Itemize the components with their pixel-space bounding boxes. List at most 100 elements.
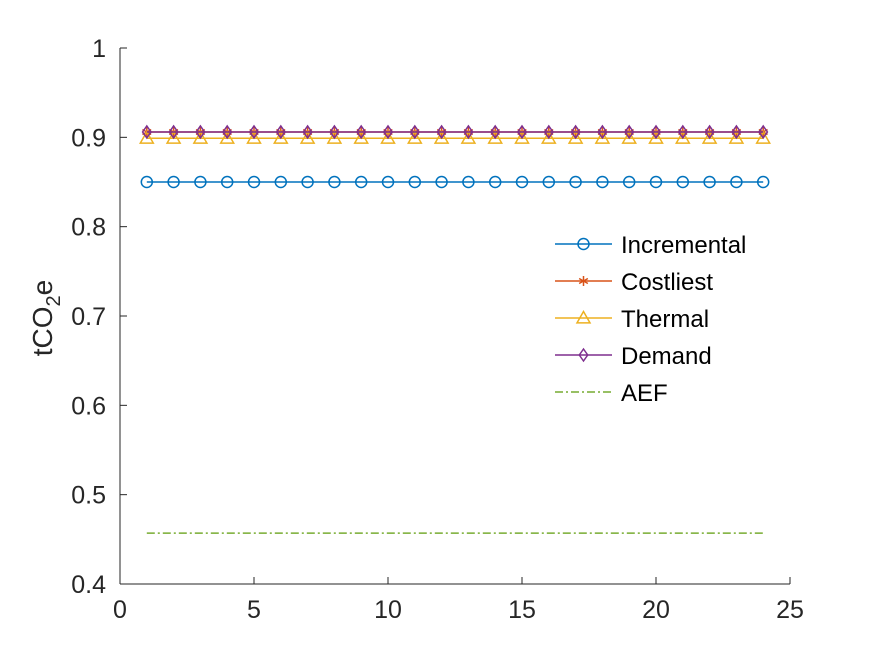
data-point-incremental — [435, 175, 448, 189]
data-point-thermal — [326, 130, 343, 144]
legend-marker-demand — [578, 347, 589, 363]
data-point-incremental — [649, 175, 663, 189]
data-point-demand — [141, 124, 152, 140]
data-point-thermal — [621, 130, 637, 144]
legend-label-demand: Demand — [621, 343, 712, 370]
data-point-demand — [222, 124, 233, 140]
data-point-thermal — [273, 130, 289, 144]
data-point-thermal — [246, 130, 262, 144]
legend-label-aef: AEF — [621, 380, 668, 407]
data-point-demand — [195, 124, 206, 140]
y-axis-label-subscript: 2 — [43, 295, 65, 306]
x-tick-label: 0 — [113, 596, 127, 624]
axes: 0 5 10 15 20 25 0.4 0.5 0.6 0.7 0.8 0.9 1 — [71, 35, 804, 624]
plot-series — [139, 124, 771, 534]
data-point-demand — [168, 124, 179, 140]
data-point-demand — [382, 124, 394, 140]
data-point-demand — [463, 124, 474, 140]
data-point-demand — [704, 124, 715, 140]
data-point-thermal — [567, 130, 584, 144]
data-point-incremental — [542, 175, 556, 189]
y-tick-label: 0.8 — [71, 214, 106, 242]
data-point-incremental — [194, 175, 207, 189]
y-tick-label: 1 — [92, 35, 106, 63]
x-tick-label: 25 — [776, 596, 804, 624]
y-axis-label: tCO2e — [27, 280, 65, 356]
legend-item-costliest: Costliest — [555, 269, 713, 296]
series-thermal — [139, 130, 771, 144]
y-axis-label-main: tCO — [27, 306, 58, 356]
legend-marker-thermal — [575, 309, 592, 324]
data-point-incremental — [381, 175, 395, 189]
series-demand — [141, 124, 769, 140]
data-point-thermal — [487, 130, 503, 144]
y-tick-label: 0.6 — [71, 392, 106, 420]
legend-label-thermal: Thermal — [621, 306, 709, 333]
data-point-incremental — [462, 175, 475, 189]
data-point-incremental — [596, 175, 609, 189]
data-point-thermal — [755, 130, 771, 144]
data-point-incremental — [569, 175, 582, 189]
data-point-incremental — [515, 175, 529, 189]
data-point-demand — [570, 124, 581, 140]
data-point-thermal — [165, 130, 182, 144]
data-point-thermal — [380, 130, 396, 144]
data-point-demand — [275, 124, 286, 140]
data-point-demand — [624, 124, 635, 140]
legend-label-incremental: Incremental — [621, 232, 746, 259]
data-point-thermal — [648, 130, 664, 144]
x-tick-label: 10 — [374, 596, 402, 624]
legend-item-aef: AEF — [555, 380, 668, 407]
data-point-thermal — [594, 130, 611, 144]
data-point-incremental — [408, 175, 422, 189]
data-point-demand — [516, 124, 528, 140]
data-point-incremental — [488, 175, 502, 189]
data-point-demand — [248, 124, 260, 140]
data-point-thermal — [353, 130, 369, 144]
data-point-thermal — [407, 130, 423, 144]
data-point-thermal — [728, 130, 745, 144]
data-point-incremental — [220, 175, 234, 189]
data-point-incremental — [756, 175, 770, 189]
series-incremental — [140, 175, 770, 189]
data-point-demand — [356, 124, 367, 140]
data-point-thermal — [139, 130, 155, 144]
x-tick-label: 20 — [642, 596, 670, 624]
data-point-thermal — [541, 130, 557, 144]
data-point-demand — [677, 124, 688, 140]
data-point-incremental — [622, 175, 636, 189]
data-point-incremental — [703, 175, 716, 189]
data-point-demand — [543, 124, 554, 140]
data-point-demand — [409, 124, 420, 140]
legend: Incremental Costliest Thermal Demand AEF — [555, 232, 746, 407]
data-point-thermal — [460, 130, 477, 144]
legend-marker-incremental — [577, 237, 590, 251]
data-point-demand — [490, 124, 501, 140]
data-point-incremental — [730, 175, 743, 189]
data-point-demand — [436, 124, 447, 140]
y-tick-label: 0.7 — [71, 303, 106, 331]
data-point-demand — [329, 124, 340, 140]
data-point-incremental — [274, 175, 288, 189]
data-point-demand — [302, 124, 313, 140]
data-point-incremental — [328, 175, 341, 189]
data-point-thermal — [675, 130, 691, 144]
y-tick-label: 0.5 — [71, 482, 106, 510]
data-point-incremental — [140, 175, 154, 189]
legend-label-costliest: Costliest — [621, 269, 713, 296]
data-point-incremental — [676, 175, 690, 189]
legend-item-demand: Demand — [555, 343, 712, 370]
data-point-incremental — [301, 175, 314, 189]
x-tick-label: 15 — [508, 596, 536, 624]
legend-marker-costliest — [578, 276, 589, 286]
data-point-incremental — [247, 175, 261, 189]
data-point-thermal — [701, 130, 718, 144]
data-point-thermal — [192, 130, 209, 144]
x-tick-label: 5 — [247, 596, 261, 624]
data-point-thermal — [433, 130, 450, 144]
data-point-thermal — [219, 130, 235, 144]
legend-item-incremental: Incremental — [555, 232, 746, 259]
data-point-demand — [731, 124, 742, 140]
